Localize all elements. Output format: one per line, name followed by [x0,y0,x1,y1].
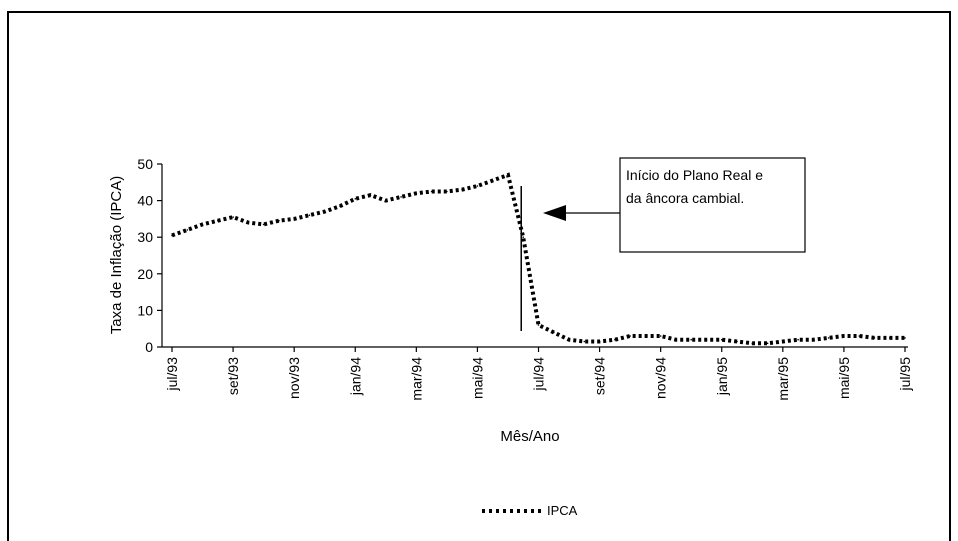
data-point [843,335,845,337]
data-point [598,340,601,343]
data-point [766,342,769,345]
data-point [721,338,723,341]
data-point [629,335,631,337]
annotation: Início do Plano Real e da âncora cambial… [543,157,806,253]
data-point [354,198,357,200]
x-axis-ticks: jul/93 set/93 nov/93 jan/94 mar/94 mai/94 jul/… [164,347,913,401]
data-point [186,229,189,231]
x-tick-label: nov/93 [286,357,302,399]
data-point [827,337,830,339]
data-point [888,337,891,339]
data-point [262,223,265,226]
data-point [904,337,906,339]
data-point [553,331,555,334]
data-point [430,190,433,193]
data-point [217,219,219,222]
data-point [812,338,815,341]
data-point [614,338,616,341]
data-point [323,210,326,213]
x-tick-label: jan/95 [714,357,730,396]
data-point [858,335,860,337]
axes [161,164,908,348]
data-point [339,205,341,207]
data-point [782,340,784,343]
data-point [415,192,418,195]
data-point [797,338,799,341]
data-point [644,335,647,337]
annotation-box [619,157,806,253]
y-tick-label: 10 [137,302,153,318]
data-point [568,338,570,341]
data-point [751,342,754,345]
data-point [369,194,372,196]
data-point [675,338,677,341]
legend-label-ipca: IPCA [547,503,578,518]
data-point [659,335,662,337]
annotation-line-2: da âncora cambial. [626,190,744,206]
data-point [873,337,876,339]
chart-frame [7,11,951,541]
data-point [400,196,402,198]
data-point [171,234,173,237]
annotation-line-1: Início do Plano Real e [626,167,763,183]
data-point [537,324,540,326]
x-tick-label: mai/95 [836,357,852,399]
y-tick-label: 50 [137,156,153,172]
y-axis-ticks: 0 10 20 30 40 50 [137,156,162,355]
data-point [491,179,494,182]
x-axis-title: Mês/Ano [500,428,559,445]
data-point [461,188,463,191]
x-tick-label: nov/94 [653,357,669,399]
x-tick-label: jan/94 [347,357,363,396]
data-point [522,236,524,238]
data-point [476,185,479,187]
x-tick-label: jul/93 [164,357,180,392]
y-tick-label: 30 [137,229,153,245]
series-layer [171,172,906,346]
y-tick-label: 20 [137,266,153,282]
x-tick-label: set/94 [592,357,608,395]
data-point [247,221,250,224]
data-point [446,190,448,193]
data-point [690,338,692,341]
data-point [507,174,509,176]
annotation-arrowhead [543,205,566,221]
x-tick-label: mar/94 [408,357,424,401]
x-tick-label: jul/94 [531,357,547,392]
data-point [201,223,204,226]
x-tick-label: jul/95 [897,357,913,392]
y-tick-label: 40 [137,193,153,209]
data-point [705,338,708,341]
data-point [308,214,311,216]
x-tick-label: set/93 [225,357,241,395]
data-point [232,216,234,218]
data-point [278,219,280,222]
data-point [736,340,738,343]
y-tick-label: 0 [145,339,153,355]
data-point [583,340,586,343]
x-tick-label: mai/94 [469,357,485,399]
x-tick-label: mar/95 [775,357,791,401]
data-point [385,199,387,202]
y-axis-title: Taxa de Inflação (IPCA) [108,176,125,334]
legend: IPCA [482,503,578,518]
data-point [293,218,296,220]
